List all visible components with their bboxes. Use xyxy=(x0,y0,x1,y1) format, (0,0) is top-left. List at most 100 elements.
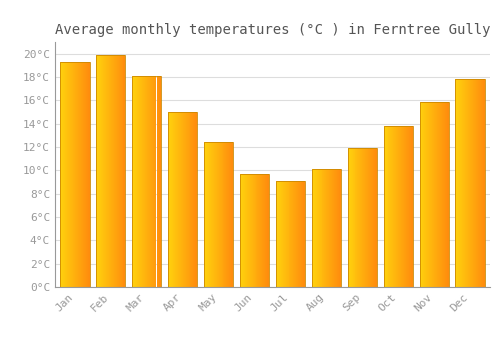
Title: Average monthly temperatures (°C ) in Ferntree Gully: Average monthly temperatures (°C ) in Fe… xyxy=(55,23,490,37)
Bar xyxy=(252,174,254,287)
Bar xyxy=(460,79,462,287)
Bar xyxy=(280,181,281,287)
Bar xyxy=(250,174,252,287)
Bar xyxy=(471,79,472,287)
Bar xyxy=(336,169,337,287)
Bar xyxy=(264,174,266,287)
Bar xyxy=(376,148,377,287)
Bar xyxy=(480,79,481,287)
Bar xyxy=(350,148,352,287)
Bar xyxy=(432,102,434,287)
Bar xyxy=(212,142,214,287)
Bar xyxy=(276,181,278,287)
Bar xyxy=(282,181,284,287)
Bar xyxy=(477,79,478,287)
Bar xyxy=(405,126,406,287)
Bar xyxy=(97,55,98,287)
Bar xyxy=(71,62,72,287)
Bar xyxy=(360,148,362,287)
Bar xyxy=(60,62,61,287)
Bar xyxy=(96,55,126,287)
Bar xyxy=(156,76,158,287)
Bar xyxy=(388,126,390,287)
Bar xyxy=(192,112,194,287)
Bar xyxy=(133,76,134,287)
Bar xyxy=(116,55,117,287)
Bar xyxy=(337,169,338,287)
Bar xyxy=(148,76,150,287)
Bar xyxy=(174,112,175,287)
Bar xyxy=(134,76,135,287)
Bar xyxy=(390,126,392,287)
Bar xyxy=(474,79,475,287)
Bar xyxy=(316,169,318,287)
Bar xyxy=(99,55,100,287)
Bar xyxy=(109,55,110,287)
Bar xyxy=(408,126,409,287)
Bar xyxy=(84,62,86,287)
Bar xyxy=(194,112,196,287)
Bar xyxy=(276,181,305,287)
Bar xyxy=(439,102,440,287)
Bar xyxy=(437,102,438,287)
Bar xyxy=(63,62,64,287)
Bar xyxy=(80,62,82,287)
Bar xyxy=(430,102,432,287)
Bar xyxy=(188,112,190,287)
Bar xyxy=(67,62,68,287)
Bar xyxy=(226,142,228,287)
Bar xyxy=(438,102,439,287)
Bar xyxy=(484,79,485,287)
Bar xyxy=(168,112,198,287)
Bar xyxy=(334,169,336,287)
Bar xyxy=(348,148,350,287)
Bar xyxy=(178,112,180,287)
Bar xyxy=(298,181,300,287)
Bar xyxy=(242,174,244,287)
Bar xyxy=(152,76,154,287)
Bar xyxy=(196,112,198,287)
Bar xyxy=(420,102,449,287)
Bar xyxy=(479,79,480,287)
Bar xyxy=(184,112,186,287)
Bar xyxy=(170,112,171,287)
Bar xyxy=(65,62,66,287)
Bar xyxy=(410,126,411,287)
Bar xyxy=(366,148,368,287)
Bar xyxy=(268,174,270,287)
Bar xyxy=(372,148,373,287)
Bar xyxy=(208,142,210,287)
Bar xyxy=(175,112,176,287)
Bar xyxy=(182,112,184,287)
Bar xyxy=(72,62,73,287)
Bar xyxy=(322,169,324,287)
Bar xyxy=(384,126,386,287)
Bar xyxy=(476,79,477,287)
Bar xyxy=(171,112,172,287)
Bar xyxy=(312,169,341,287)
Bar xyxy=(294,181,296,287)
Bar xyxy=(266,174,268,287)
Bar xyxy=(139,76,140,287)
Bar xyxy=(207,142,208,287)
Bar xyxy=(362,148,364,287)
Bar xyxy=(394,126,396,287)
Bar xyxy=(314,169,316,287)
Bar xyxy=(135,76,136,287)
Bar xyxy=(69,62,70,287)
Bar xyxy=(464,79,466,287)
Bar xyxy=(142,76,144,287)
Bar xyxy=(328,169,330,287)
Bar xyxy=(330,169,332,287)
Bar xyxy=(469,79,470,287)
Bar xyxy=(462,79,464,287)
Bar xyxy=(456,79,485,287)
Bar xyxy=(173,112,174,287)
Bar xyxy=(375,148,376,287)
Bar xyxy=(312,169,314,287)
Bar xyxy=(108,55,109,287)
Bar xyxy=(186,112,188,287)
Bar xyxy=(303,181,304,287)
Bar xyxy=(456,79,458,287)
Bar xyxy=(205,142,206,287)
